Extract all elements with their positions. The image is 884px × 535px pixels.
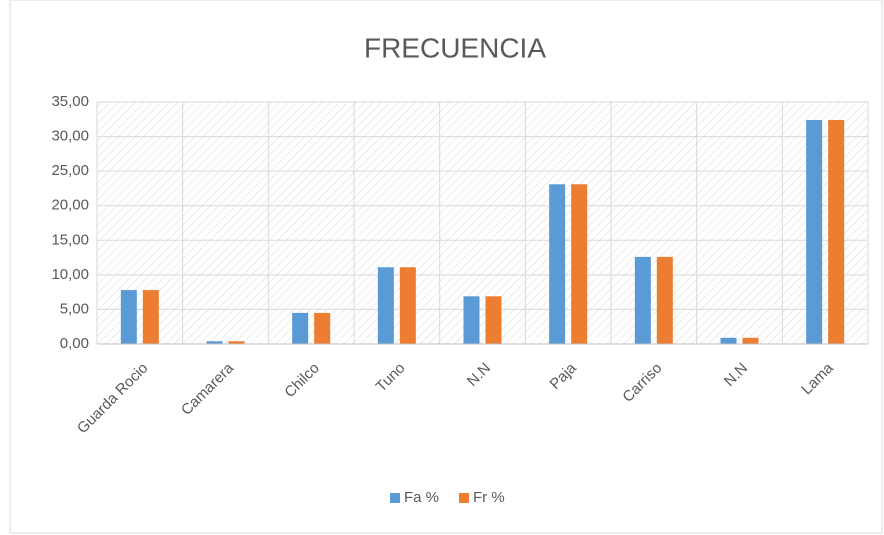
bar [720, 337, 737, 344]
y-tick-label: 35,00 [51, 93, 89, 110]
y-tick-label: 0,00 [60, 335, 89, 352]
bar [120, 290, 137, 344]
y-tick-label: 10,00 [51, 266, 89, 283]
bar [828, 119, 845, 344]
bar [377, 267, 394, 344]
y-tick-label: 25,00 [51, 162, 89, 179]
bar [485, 296, 502, 344]
bar [314, 312, 331, 344]
y-tick-label: 30,00 [51, 128, 89, 145]
legend-label: Fa % [404, 489, 439, 506]
legend-swatch [390, 493, 400, 503]
bar [206, 341, 223, 344]
bar [571, 184, 588, 344]
y-tick-label: 20,00 [51, 197, 89, 214]
bar [549, 184, 566, 344]
legend-label: Fr % [473, 489, 505, 506]
bar [228, 341, 245, 344]
y-tick-label: 5,00 [60, 300, 89, 317]
bar [292, 312, 309, 344]
bar [399, 267, 416, 344]
bar [463, 296, 480, 344]
y-tick-label: 15,00 [51, 231, 89, 248]
legend-swatch [459, 493, 470, 503]
bar [806, 119, 823, 344]
bar [634, 256, 651, 344]
bar [656, 256, 673, 344]
bar [142, 290, 159, 344]
plot-area [97, 102, 868, 344]
bar [742, 337, 759, 344]
chart-title: FRECUENCIA [364, 32, 546, 63]
